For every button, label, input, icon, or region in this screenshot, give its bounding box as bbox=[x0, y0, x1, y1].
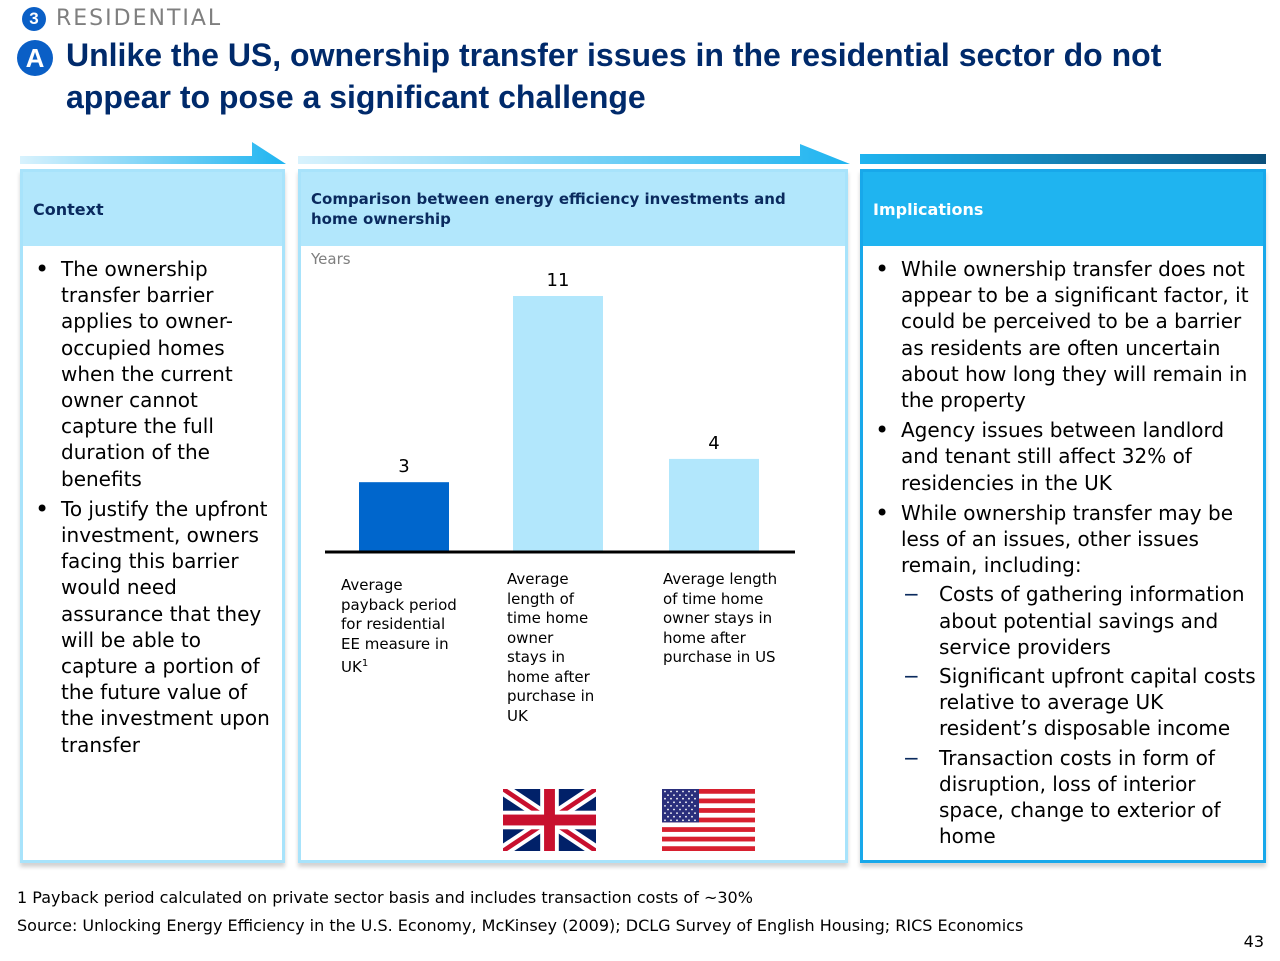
context-bullet-list: The ownership transfer barrier applies t… bbox=[31, 256, 274, 758]
footnote-marker: 1 bbox=[361, 658, 369, 669]
bar-value-label-1: 3 bbox=[398, 456, 409, 477]
page-number: 43 bbox=[1243, 932, 1264, 951]
section-number-badge: 3 bbox=[22, 6, 46, 31]
category-label-uk-payback: Average payback period for residential E… bbox=[341, 576, 457, 676]
implications-bar bbox=[860, 154, 1266, 164]
source-note: Source: Unlocking Energy Efficiency in t… bbox=[17, 916, 1024, 935]
y-axis-label: Years bbox=[310, 250, 351, 268]
page-title: Unlike the US, ownership transfer issues… bbox=[66, 37, 1162, 115]
implications-bullet-list: While ownership transfer does not appear… bbox=[871, 256, 1257, 849]
footnote-1: 1 Payback period calculated on private s… bbox=[17, 888, 753, 907]
implications-sub-list: Costs of gathering information about pot… bbox=[901, 581, 1257, 849]
us-flag-icon bbox=[662, 789, 755, 851]
bar-value-label-3: 4 bbox=[708, 433, 719, 454]
category-label-uk-stay: Average length of time home owner stays … bbox=[507, 570, 595, 725]
context-arrow bbox=[20, 142, 286, 164]
category-label-us-stay: Average length of time home owner stays … bbox=[663, 570, 778, 666]
title-letter-badge: A bbox=[17, 40, 53, 76]
bar-value-label-2: 11 bbox=[547, 270, 570, 291]
bar-2 bbox=[513, 296, 603, 552]
context-panel: Context The ownership transfer barrier a… bbox=[20, 169, 285, 863]
bar-1 bbox=[359, 482, 449, 552]
implications-panel: Implications While ownership transfer do… bbox=[860, 169, 1266, 863]
implications-bullet: While ownership transfer does not appear… bbox=[871, 256, 1257, 413]
implications-heading: Implications bbox=[863, 172, 1263, 246]
bar-3 bbox=[669, 458, 759, 552]
implications-sub-bullet: Transaction costs in form of disruption,… bbox=[901, 745, 1257, 850]
implications-sub-bullet: Costs of gathering information about pot… bbox=[901, 581, 1257, 660]
section-label: RESIDENTIAL bbox=[56, 6, 223, 31]
implications-bullet-text: While ownership transfer may be less of … bbox=[901, 500, 1234, 578]
implications-bullet: While ownership transfer may be less of … bbox=[871, 500, 1257, 850]
comparison-heading: Comparison between energy efficiency inv… bbox=[301, 172, 845, 246]
bar-chart: Years 3 11 4 bbox=[310, 250, 795, 554]
comparison-panel: Comparison between energy efficiency inv… bbox=[298, 169, 848, 863]
context-bullet: To justify the upfront investment, owner… bbox=[31, 496, 274, 758]
implications-sub-bullet: Significant upfront capital costs relati… bbox=[901, 663, 1257, 742]
implications-bullet: Agency issues between landlord and tenan… bbox=[871, 417, 1257, 496]
context-heading: Context bbox=[23, 172, 282, 246]
uk-flag-icon bbox=[503, 789, 596, 851]
comparison-arrow bbox=[298, 144, 850, 164]
context-bullet: The ownership transfer barrier applies t… bbox=[31, 256, 274, 492]
section-tag: 3 RESIDENTIAL bbox=[22, 6, 222, 31]
